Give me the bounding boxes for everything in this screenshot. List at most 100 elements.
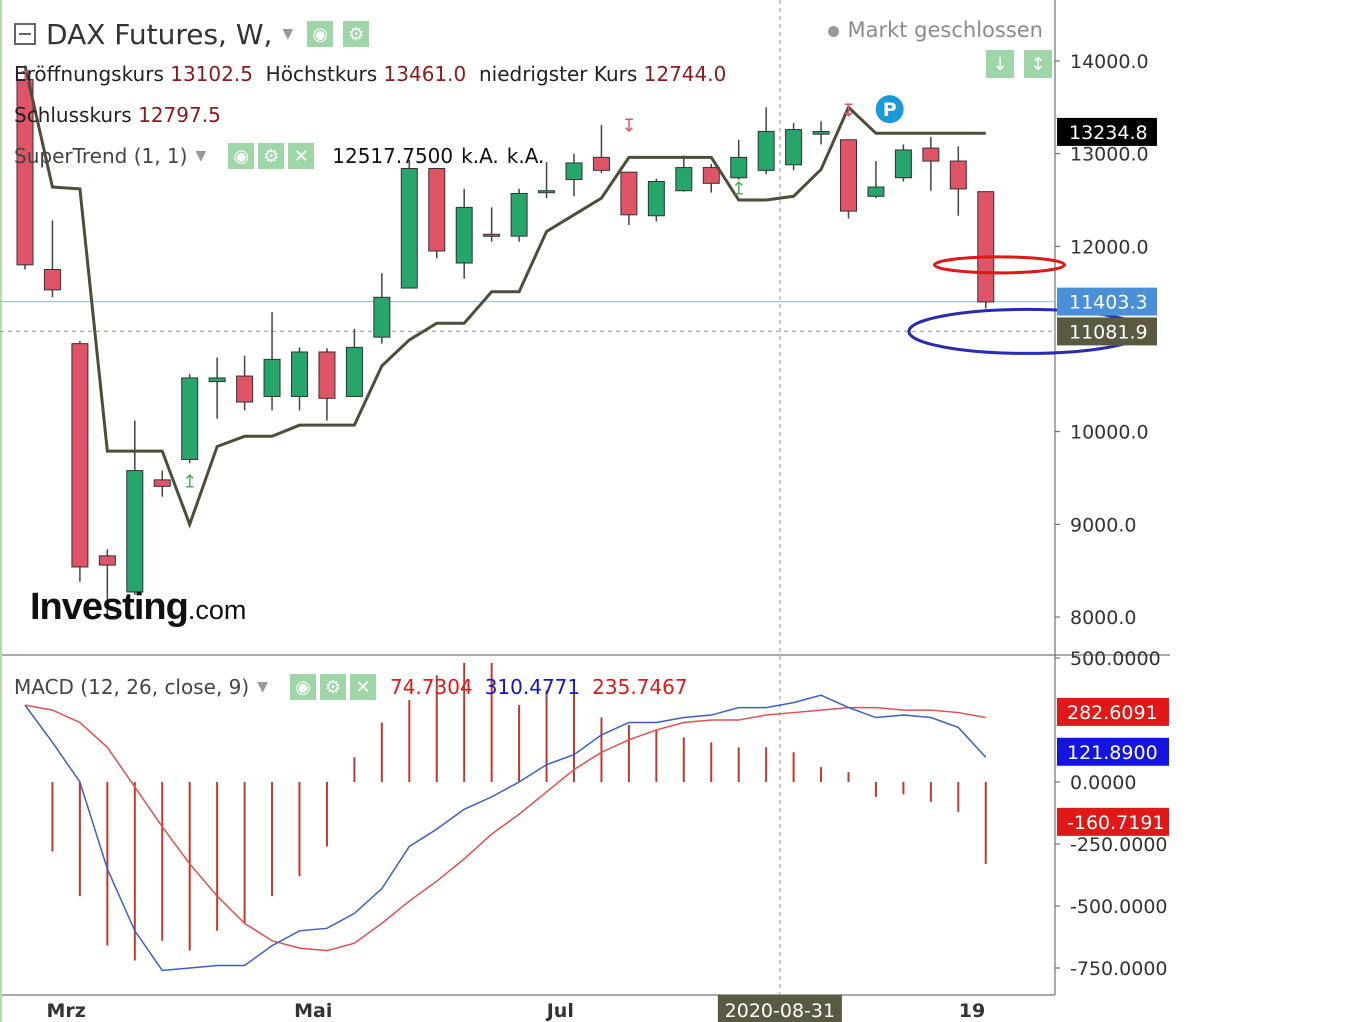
candle-body [43,269,61,291]
close-value: 12797.5 [138,103,221,127]
candle-body [620,171,638,216]
candle-body [263,358,281,397]
macd-price-label-text: 121.8900 [1067,742,1158,764]
supertrend-value: 12517.7500 [332,144,454,168]
low-value: 12744.0 [643,62,727,86]
chevron-down-icon[interactable]: ▼ [282,26,294,42]
candle-body [16,79,34,266]
low-label: niedrigster Kurs [478,62,638,86]
macd-y-tick-label: -250.0000 [1070,834,1168,856]
candle-body [894,149,912,179]
logo-brand: Investing [30,586,189,628]
candle-body [291,351,308,397]
macd-y-tick-label: 0.0000 [1070,772,1136,794]
candle-body [922,147,940,162]
macd-line [24,694,987,972]
scale-buttons: ↓ ↕ [982,50,1052,78]
supertrend-name: SuperTrend (1, 1) [14,144,188,168]
candle-body [71,343,89,568]
candle-body [702,167,720,184]
candle-body [867,186,885,197]
status-dot-icon [828,25,840,37]
candle-body [949,160,967,190]
y-tick-label: 12000.0 [1070,236,1149,258]
candle-body [757,130,775,171]
chevron-down-icon[interactable]: ▼ [257,679,268,695]
price-label-text: 11081.9 [1069,321,1148,343]
candle-body [428,167,446,252]
candle-body [785,129,803,166]
macd-hist-value: 74.7304 [389,675,473,699]
eye-icon[interactable]: ◉ [289,674,316,700]
signal-arrow-down: ↧ [841,101,856,122]
open-value: 13102.5 [170,62,253,86]
candle-body [153,479,171,487]
supertrend-extra-1: k.A. [461,144,499,168]
arrow-down-icon[interactable]: ↓ [986,50,1014,78]
candle-body [373,296,391,338]
candle-body [538,190,556,194]
macd-legend: MACD (12, 26, close, 9) ▼ ◉ ⚙ ✕ 74.7304 … [14,674,688,700]
eye-icon[interactable]: ◉ [228,143,255,169]
chart-header: DAX Futures, W, ▼ ◉ ⚙ [14,14,370,54]
candle-body [592,156,610,171]
price-label-text: 13234.8 [1069,122,1148,144]
candle-body [318,351,336,399]
y-tick-label: 9000.0 [1070,514,1136,536]
supertrend-extra-2: k.A. [506,144,545,168]
candle-body [483,233,501,237]
arrow-updown-icon[interactable]: ↕ [1024,50,1052,78]
high-label: Höchstkurs [265,62,378,86]
logo-suffix: .com [187,595,247,625]
gear-icon[interactable]: ⚙ [343,21,370,47]
y-tick-label: 13000.0 [1070,144,1149,166]
signal-arrow-up: ↥ [731,178,746,199]
candle-body [400,167,418,289]
gear-icon[interactable]: ⚙ [319,674,346,700]
candle-body [730,156,748,179]
price-label-box [1057,317,1157,346]
supertrend-legend: SuperTrend (1, 1) ▼ ◉ ⚙ ✕ 12517.7500 k.A… [14,143,544,169]
candle-body [208,377,226,383]
candle-body [812,130,830,135]
macd-y-tick-label: -750.0000 [1070,958,1168,980]
macd-signal-line [24,704,986,952]
close-icon[interactable]: ✕ [349,674,376,700]
price-label-box [1057,117,1157,146]
y-tick-label: 10000.0 [1070,422,1149,444]
macd-price-label-text: -160.7191 [1067,812,1165,834]
macd-price-label-box [1057,737,1169,766]
macd-name: MACD (12, 26, close, 9) [14,675,250,699]
candle-body [565,162,583,181]
ohlc-row-1: Eröffnungskurs 13102.5 Höchstkurs 13461.… [14,62,726,86]
eye-icon[interactable]: ◉ [307,21,334,47]
price-label-box [1057,287,1157,316]
chart-title: DAX Futures, W, [46,17,273,51]
collapse-button[interactable] [14,23,36,45]
candle-body [236,375,254,403]
signal-arrow-down: ↧ [621,115,636,136]
macd-y-tick-label: 500.0000 [1070,648,1161,670]
ohlc-row-2: Schlusskurs 12797.5 [14,103,221,127]
candle-body [345,346,363,397]
market-status: Markt geschlossen [828,18,1043,42]
investing-logo: Investing.com [30,586,246,629]
macd-price-label-text: 282.6091 [1067,702,1158,724]
x-tick-label: Mai [294,1000,332,1022]
crosshair-date-label: 2020-08-31 [725,1000,835,1022]
macd-signal-value: 235.7467 [592,675,688,699]
y-tick-label: 14000.0 [1070,51,1149,73]
annotation-ellipse [932,255,1066,275]
candle-body [977,191,995,303]
macd-price-label-box [1057,697,1169,726]
close-label: Schlusskurs [14,103,132,127]
x-tick-label: Jul [545,1000,574,1022]
gear-icon[interactable]: ⚙ [258,143,285,169]
candle-body [647,180,665,217]
pivot-marker [875,95,904,124]
macd-price-label-box [1057,807,1169,836]
chevron-down-icon[interactable]: ▼ [195,148,207,164]
close-icon[interactable]: ✕ [288,143,315,169]
signal-arrow-up: ↥ [182,471,197,492]
